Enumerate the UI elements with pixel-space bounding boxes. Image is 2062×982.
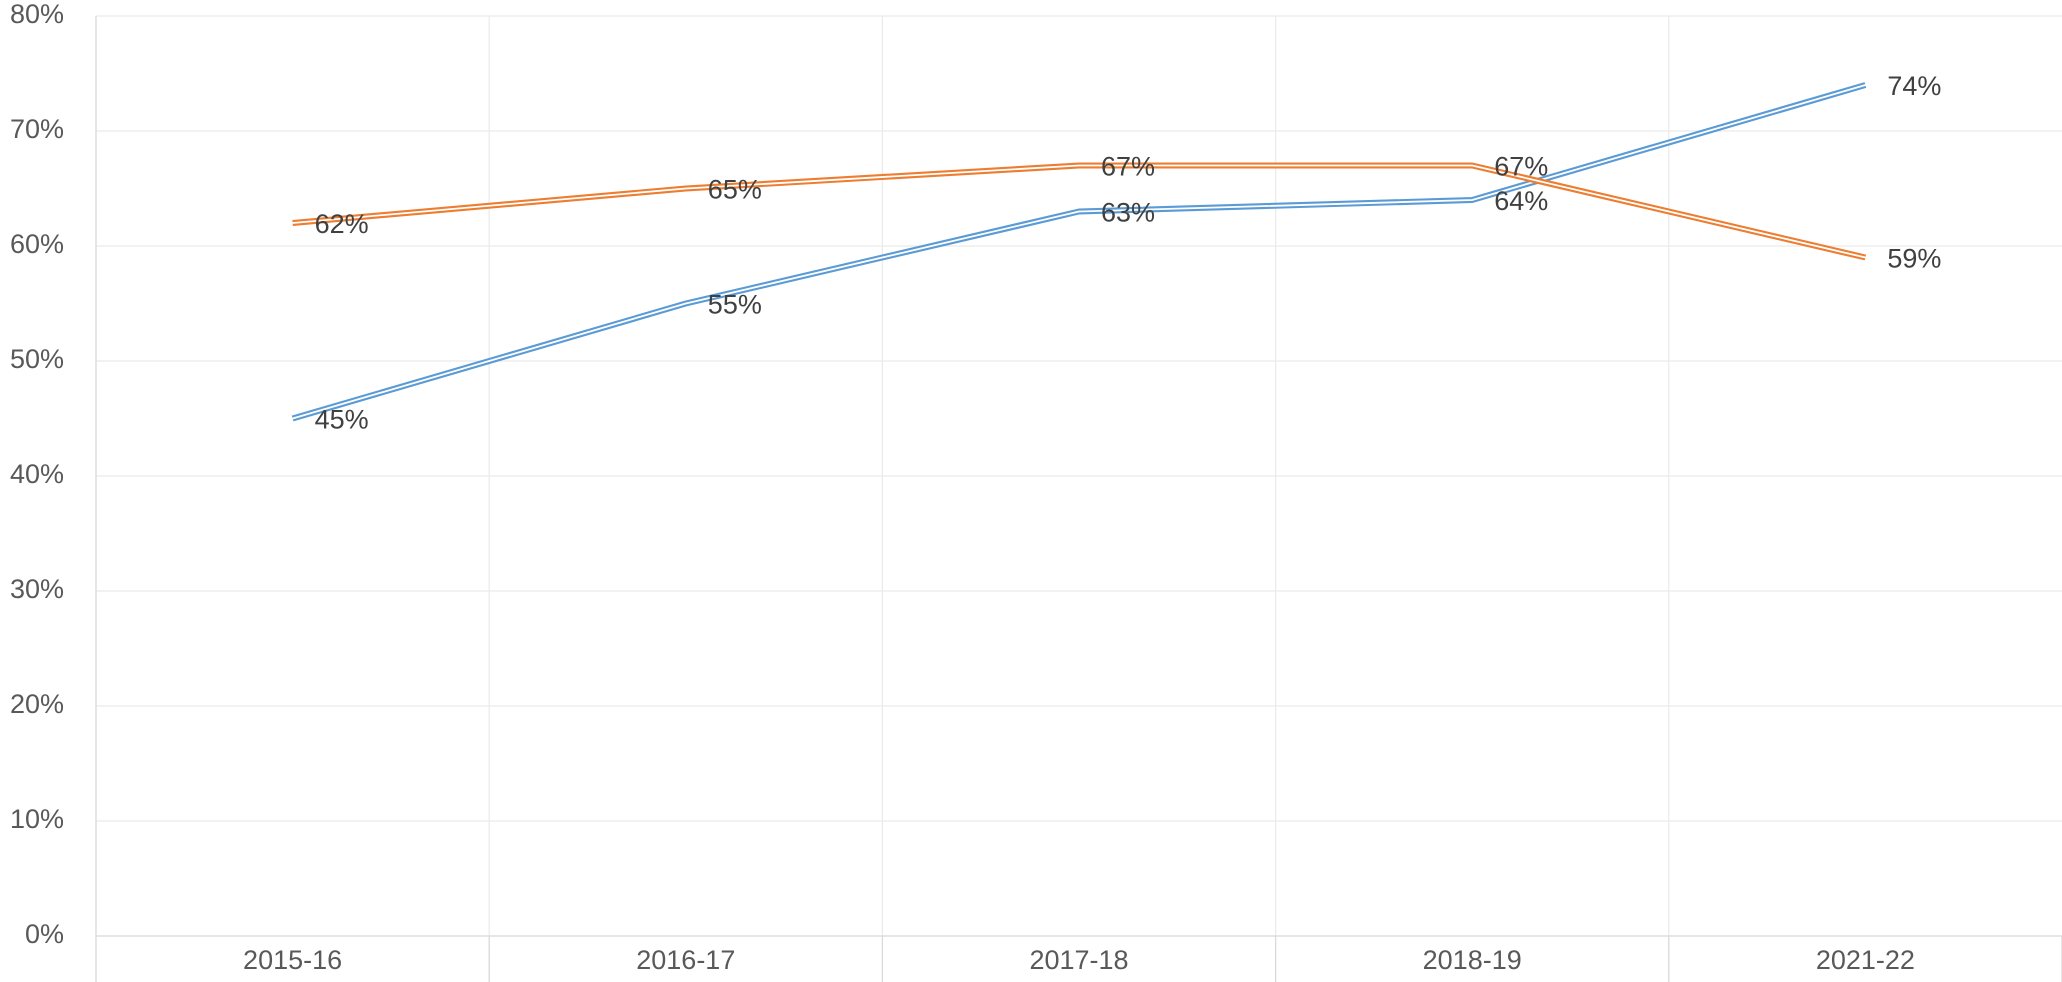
y-tick-label: 70%: [10, 114, 64, 144]
y-tick-label: 40%: [10, 459, 64, 489]
data-label: 45%: [315, 405, 369, 435]
y-tick-label: 80%: [10, 0, 64, 29]
data-label: 62%: [315, 209, 369, 239]
y-tick-label: 0%: [25, 919, 64, 949]
series-line: [291, 82, 1867, 422]
data-label: 67%: [1494, 152, 1548, 182]
data-label: 63%: [1101, 198, 1155, 228]
y-tick-label: 30%: [10, 574, 64, 604]
x-tick-label: 2017-18: [1029, 945, 1128, 975]
data-label: 55%: [708, 290, 762, 320]
data-label: 74%: [1887, 71, 1941, 101]
y-tick-label: 10%: [10, 804, 64, 834]
data-label: 64%: [1494, 186, 1548, 216]
y-tick-label: 50%: [10, 344, 64, 374]
data-label: 65%: [708, 175, 762, 205]
y-tick-label: 20%: [10, 689, 64, 719]
x-tick-label: 2016-17: [636, 945, 735, 975]
x-tick-label: 2015-16: [243, 945, 342, 975]
series-line-inner: [292, 84, 1866, 420]
data-label: 59%: [1887, 244, 1941, 274]
x-tick-label: 2018-19: [1423, 945, 1522, 975]
data-label: 67%: [1101, 152, 1155, 182]
y-tick-label: 60%: [10, 229, 64, 259]
x-tick-label: 2021-22: [1816, 945, 1915, 975]
series-line-inner: [292, 164, 1866, 259]
